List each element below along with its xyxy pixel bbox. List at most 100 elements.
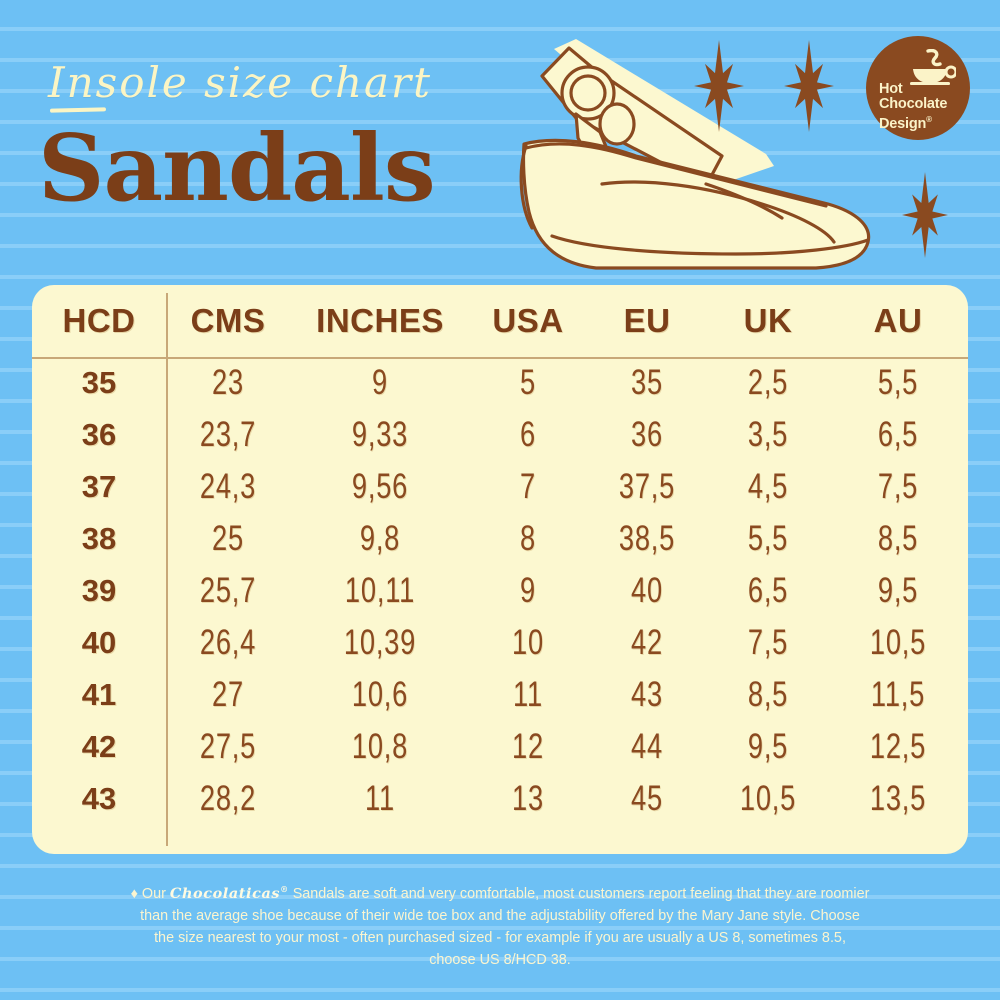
- hcd-column-divider: [166, 293, 168, 846]
- cell-uk: 10,5: [739, 779, 797, 818]
- cell-hcd: 35: [81, 365, 117, 400]
- page-subtitle: Insole size chart: [48, 58, 433, 107]
- cell-cms: 27,5: [199, 727, 257, 766]
- cell-uk: 9,5: [747, 727, 789, 766]
- cell-inches: 9: [372, 363, 388, 402]
- cell-cms: 23: [212, 363, 244, 402]
- table-row: 43 28,2 11 13 45 10,5 13,5: [32, 773, 968, 825]
- sandal-illustration: [519, 39, 871, 270]
- cell-au: 13,5: [869, 779, 927, 818]
- table-row: 37 24,3 9,56 7 37,5 4,5 7,5: [32, 461, 968, 513]
- column-header-hcd: HCD: [62, 302, 136, 339]
- cell-hcd: 40: [81, 625, 117, 660]
- column-header-inches: INCHES: [316, 302, 444, 339]
- cell-cms: 25: [212, 519, 244, 558]
- cell-usa: 13: [512, 779, 544, 818]
- brandmark-registered-mark: ®: [280, 884, 289, 894]
- brand-logo-text: Hot Chocolate Design®: [879, 82, 961, 132]
- decorative-star-icon: [902, 172, 948, 258]
- cell-cms: 26,4: [199, 623, 257, 662]
- cell-uk: 4,5: [747, 467, 789, 506]
- cell-eu: 42: [631, 623, 663, 662]
- brandmark-text: Chocolaticas: [169, 884, 281, 902]
- cell-au: 9,5: [877, 571, 919, 610]
- cell-usa: 10: [512, 623, 544, 662]
- cell-hcd: 38: [81, 521, 117, 556]
- cell-inches: 9,8: [359, 519, 401, 558]
- table-row: 41 27 10,6 11 43 8,5 11,5: [32, 669, 968, 721]
- cell-cms: 27: [212, 675, 244, 714]
- cell-inches: 10,6: [351, 675, 409, 714]
- cell-cms: 28,2: [199, 779, 257, 818]
- cell-au: 10,5: [869, 623, 927, 662]
- cell-eu: 45: [631, 779, 663, 818]
- cell-inches: 10,8: [351, 727, 409, 766]
- cell-inches: 9,56: [351, 467, 409, 506]
- table-row: 42 27,5 10,8 12 44 9,5 12,5: [32, 721, 968, 773]
- hot-chocolate-cup-icon: [910, 49, 956, 85]
- cell-eu: 43: [631, 675, 663, 714]
- cell-uk: 8,5: [747, 675, 789, 714]
- cell-uk: 2,5: [747, 363, 789, 402]
- cell-cms: 24,3: [199, 467, 257, 506]
- cell-inches: 9,33: [351, 415, 409, 454]
- chocolaticas-brandmark: Chocolaticas®: [169, 884, 289, 902]
- header-area: Insole size chart Sandals: [0, 0, 1000, 285]
- table-row: 35 23 9 5 35 2,5 5,5: [32, 357, 968, 409]
- cell-eu: 44: [631, 727, 663, 766]
- footer-text-before-brand: Our: [137, 885, 170, 902]
- cell-uk: 6,5: [747, 571, 789, 610]
- page-title: Sandals: [38, 114, 436, 222]
- size-chart-table: HCD CMS INCHES USA EU UK AU 35 23 9 5 35 2,5 5…: [32, 285, 968, 825]
- cell-usa: 7: [520, 467, 536, 506]
- cell-inches: 10,11: [344, 571, 416, 610]
- column-header-au: AU: [873, 302, 923, 339]
- table-body: 35 23 9 5 35 2,5 5,5 36 23,7 9,33 6 36 3,5 6,5 37 24,3 9…: [32, 357, 968, 825]
- table-header-row: HCD CMS INCHES USA EU UK AU: [32, 285, 968, 357]
- cell-au: 12,5: [869, 727, 927, 766]
- logo-line-1: Hot: [879, 81, 903, 97]
- column-header-cms: CMS: [190, 302, 266, 339]
- table-row: 40 26,4 10,39 10 42 7,5 10,5: [32, 617, 968, 669]
- cell-cms: 23,7: [199, 415, 257, 454]
- table-row: 39 25,7 10,11 9 40 6,5 9,5: [32, 565, 968, 617]
- cell-eu: 38,5: [618, 519, 676, 558]
- cell-hcd: 36: [81, 417, 117, 452]
- cell-au: 7,5: [877, 467, 919, 506]
- cell-usa: 12: [512, 727, 544, 766]
- cell-usa: 8: [520, 519, 536, 558]
- cell-usa: 11: [513, 675, 543, 714]
- column-header-eu: EU: [623, 302, 671, 339]
- cell-uk: 3,5: [747, 415, 789, 454]
- table-row: 38 25 9,8 8 38,5 5,5 8,5: [32, 513, 968, 565]
- footer-note: ♦ Our Chocolaticas® Sandals are soft and…: [130, 878, 870, 971]
- logo-line-2: Chocolate: [879, 96, 948, 112]
- column-header-usa: USA: [492, 302, 564, 339]
- cell-uk: 5,5: [747, 519, 789, 558]
- cell-au: 6,5: [877, 415, 919, 454]
- cell-au: 11,5: [870, 675, 926, 714]
- logo-line-3: Design: [879, 115, 927, 132]
- cell-usa: 9: [520, 571, 536, 610]
- cell-inches: 11: [365, 779, 395, 818]
- cell-cms: 25,7: [199, 571, 257, 610]
- table-row: 36 23,7 9,33 6 36 3,5 6,5: [32, 409, 968, 461]
- cell-inches: 10,39: [343, 623, 417, 662]
- cell-au: 5,5: [877, 363, 919, 402]
- column-header-uk: UK: [743, 302, 793, 339]
- logo-registered-mark: ®: [926, 115, 932, 124]
- cell-usa: 5: [520, 363, 536, 402]
- cell-hcd: 43: [81, 781, 117, 816]
- cell-eu: 36: [631, 415, 663, 454]
- cell-eu: 40: [631, 571, 663, 610]
- cell-hcd: 42: [81, 729, 117, 764]
- cell-hcd: 41: [81, 677, 117, 712]
- diamond-bullet-icon: ♦: [130, 885, 138, 902]
- cell-eu: 37,5: [618, 467, 676, 506]
- cell-usa: 6: [520, 415, 536, 454]
- cell-au: 8,5: [877, 519, 919, 558]
- header-divider-rule: [32, 357, 968, 359]
- brand-logo: Hot Chocolate Design®: [866, 36, 970, 140]
- cell-hcd: 39: [81, 573, 117, 608]
- footer-text-after-brand: Sandals are soft and very comfortable, m…: [140, 885, 870, 968]
